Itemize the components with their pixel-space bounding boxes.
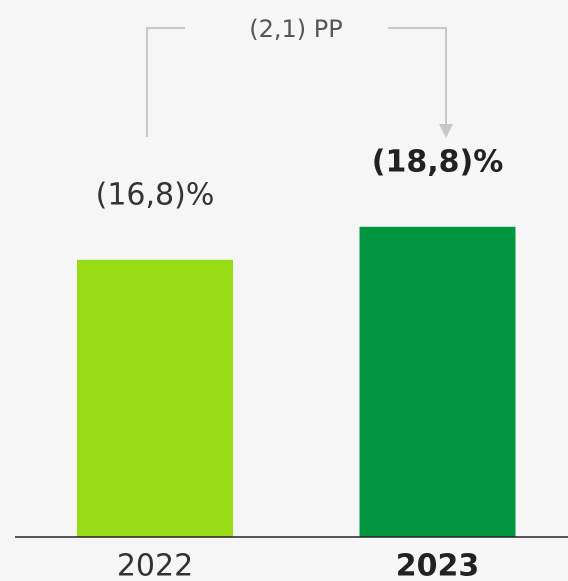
bar: [77, 259, 233, 537]
x-tick-label: 2023: [396, 549, 480, 581]
bracket-right: [388, 27, 447, 126]
x-tick-label: 2022: [117, 549, 193, 581]
arrow-head: [439, 124, 453, 138]
annotation: (2,1) PP: [249, 15, 342, 43]
bracket-left: [146, 27, 185, 137]
data-label: (16,8)%: [96, 177, 215, 212]
bar: [359, 226, 516, 538]
data-label: (18,8)%: [372, 144, 504, 179]
